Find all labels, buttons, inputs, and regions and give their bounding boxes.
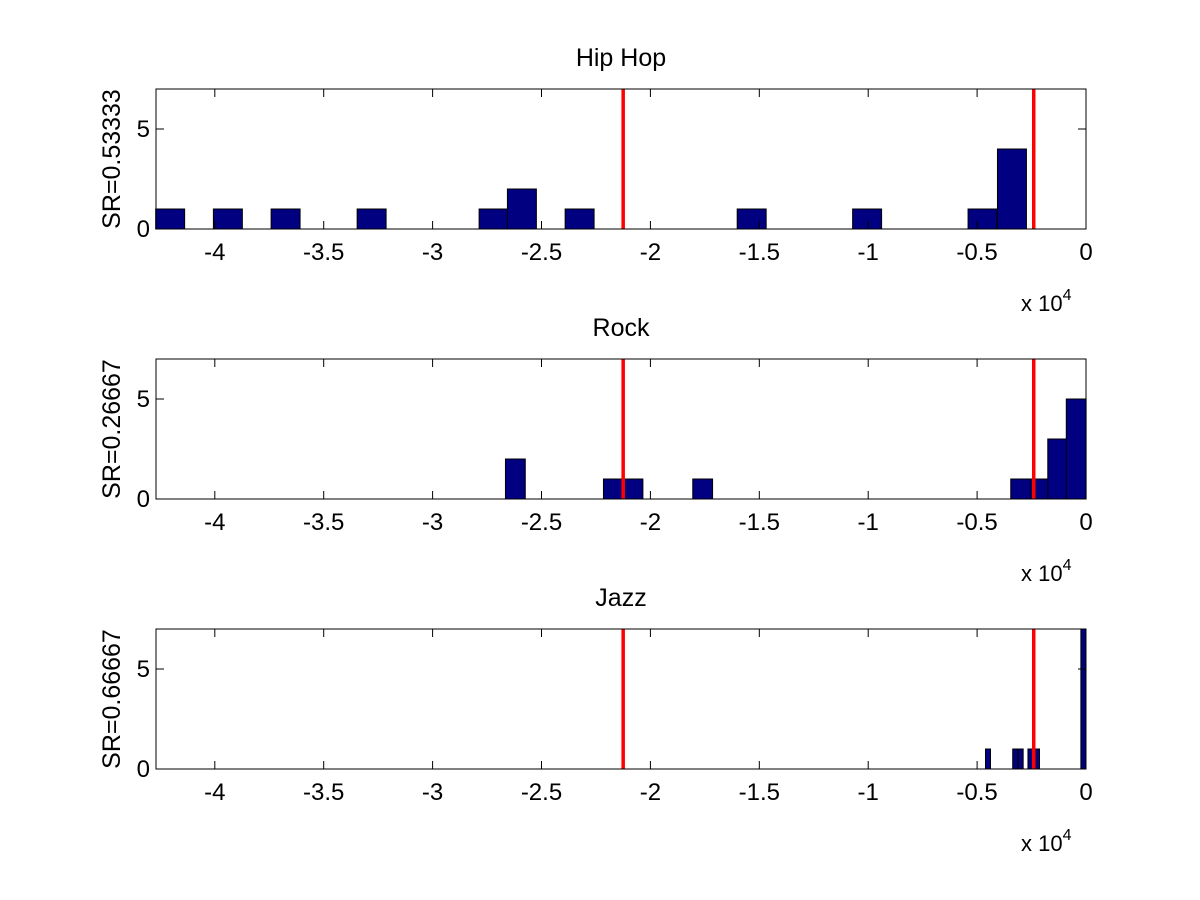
x-tick-label: -1 — [858, 509, 879, 536]
y-tick-label: 0 — [137, 756, 150, 783]
x-tick-label: -2 — [640, 239, 661, 266]
axes-frame — [155, 88, 1087, 230]
x-tick-label: -2.5 — [521, 239, 562, 266]
x-tick-label: -3.5 — [303, 509, 344, 536]
x-tick-label: -1.5 — [739, 239, 780, 266]
x-axis-exponent: x 104 — [1021, 287, 1072, 316]
x-tick-label: -3.5 — [303, 239, 344, 266]
histogram-bar — [852, 208, 883, 230]
x-tick-label: -0.5 — [956, 509, 997, 536]
x-tick-label: -1 — [858, 239, 879, 266]
y-tick-label: 5 — [137, 656, 150, 683]
histogram-bar — [1017, 748, 1024, 770]
subplot-1: -4 -3.5 -3 -2.5 -2 -1.5 -1 -0.5 0 0 5 Hip Hop SR=0.5… — [98, 44, 1093, 316]
x-tick-label: 0 — [1079, 779, 1092, 806]
x-tick-label: -1.5 — [739, 509, 780, 536]
x-tick-label: -0.5 — [956, 239, 997, 266]
histogram-bar — [212, 208, 243, 230]
histogram-bar — [1012, 748, 1019, 770]
histogram-bar — [155, 208, 186, 230]
subplot-3: -4 -3.5 -3 -2.5 -2 -1.5 -1 -0.5 0 0 5 Jazz SR=0.6666… — [98, 584, 1093, 856]
histogram-bar — [736, 208, 767, 230]
histogram-bar — [1080, 628, 1087, 770]
axes-frame — [155, 358, 1087, 500]
histogram-bar — [984, 748, 991, 770]
histogram-bar — [478, 208, 509, 230]
x-tick-label: -4 — [204, 509, 225, 536]
subplot-title: Jazz — [595, 584, 646, 612]
y-tick-label: 0 — [137, 216, 150, 243]
x-tick-label: -1.5 — [739, 779, 780, 806]
x-tick-label: -4 — [204, 239, 225, 266]
y-axis-label: SR=0.26667 — [98, 359, 126, 499]
histogram-bar — [602, 478, 624, 500]
x-tick-label: -1 — [858, 779, 879, 806]
axes-frame — [155, 628, 1087, 770]
histogram-bar — [1047, 438, 1069, 500]
histogram-bar — [356, 208, 387, 230]
histogram-bar — [996, 148, 1027, 230]
x-tick-label: -3 — [422, 239, 443, 266]
histogram-bar — [270, 208, 301, 230]
x-tick-label: -2.5 — [521, 779, 562, 806]
subplot-title: Hip Hop — [576, 44, 666, 72]
histogram-bar — [622, 478, 644, 500]
x-tick-label: -4 — [204, 779, 225, 806]
y-tick-label: 5 — [137, 116, 150, 143]
histogram-bar — [1010, 478, 1032, 500]
x-tick-label: -3 — [422, 509, 443, 536]
y-axis-label: SR=0.66667 — [98, 629, 126, 769]
y-tick-label: 0 — [137, 486, 150, 513]
x-tick-label: -3.5 — [303, 779, 344, 806]
histogram-bar — [564, 208, 595, 230]
x-tick-label: -3 — [422, 779, 443, 806]
x-tick-label: 0 — [1079, 239, 1092, 266]
x-tick-label: -2.5 — [521, 509, 562, 536]
x-tick-label: -2 — [640, 509, 661, 536]
x-axis-exponent: x 104 — [1021, 557, 1072, 586]
histogram-bar — [967, 208, 998, 230]
x-tick-label: -0.5 — [956, 779, 997, 806]
histogram-bar — [504, 458, 526, 500]
subplot-2: -4 -3.5 -3 -2.5 -2 -1.5 -1 -0.5 0 0 5 Rock SR=0.2666… — [98, 314, 1093, 586]
x-tick-label: -2 — [640, 779, 661, 806]
histogram-bar — [506, 188, 537, 230]
histogram-bar — [1065, 398, 1087, 500]
histogram-bar — [692, 478, 714, 500]
y-tick-label: 5 — [137, 386, 150, 413]
x-axis-exponent: x 104 — [1021, 827, 1072, 856]
y-axis-label: SR=0.53333 — [98, 89, 126, 229]
subplot-panels: -4 -3.5 -3 -2.5 -2 -1.5 -1 -0.5 0 0 5 Hip Hop SR=0.5… — [98, 44, 1093, 856]
subplot-title: Rock — [593, 314, 650, 342]
x-tick-label: 0 — [1079, 509, 1092, 536]
